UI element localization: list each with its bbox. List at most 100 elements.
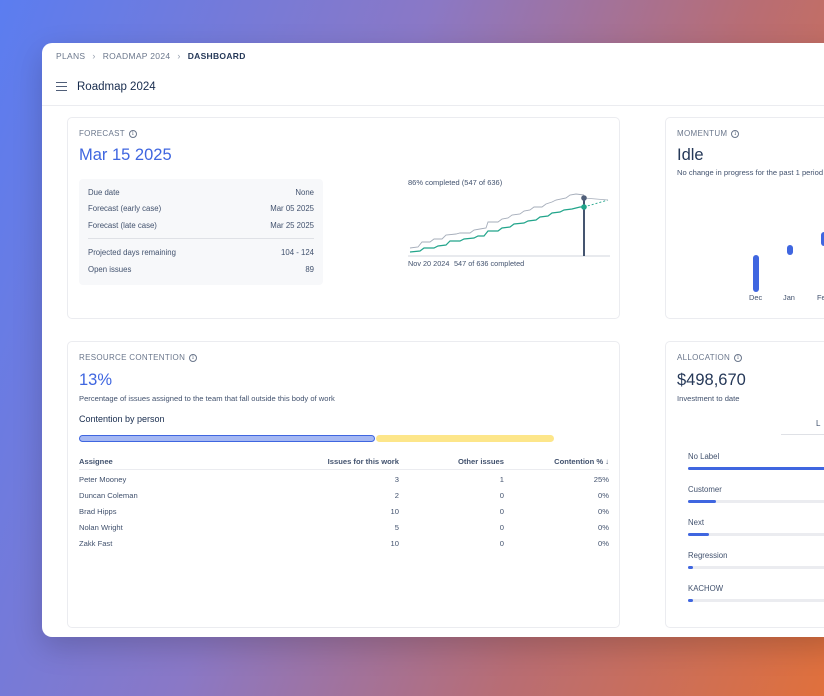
allocation-track — [688, 467, 824, 470]
forecast-card: FORECAST i Mar 15 2025 Due date None For… — [67, 117, 620, 319]
contention-bar-this-work[interactable] — [79, 435, 375, 442]
assignee-name: Peter Mooney — [79, 474, 127, 484]
chevron-right-icon: › — [92, 51, 96, 61]
contention-value: 0% — [598, 523, 609, 533]
completed-line — [409, 206, 584, 253]
forecast-row-value: Mar 25 2025 — [270, 220, 314, 230]
contention-value: 0% — [598, 506, 609, 516]
contention-value: 0% — [598, 490, 609, 500]
forecast-divider — [88, 237, 314, 239]
forecast-row-label: Due date — [88, 187, 120, 197]
allocation-item-label: No Label — [688, 452, 720, 461]
info-icon[interactable]: i — [731, 129, 740, 138]
breadcrumb-plans[interactable]: PLANS — [56, 51, 86, 61]
contention-value: 25% — [593, 474, 609, 484]
page-title: Roadmap 2024 — [77, 81, 156, 93]
table-row: Peter Mooney 3 1 25% — [79, 471, 609, 487]
forecast-row: Forecast (early case) Mar 05 2025 — [88, 201, 314, 218]
allocation-track — [688, 500, 824, 503]
issues-this-work: 10 — [390, 539, 399, 549]
forecast-label-text: FORECAST — [79, 129, 125, 138]
header-contention[interactable]: Contention % ↓ — [504, 457, 609, 466]
header-assignee[interactable]: Assignee — [79, 456, 113, 466]
header-contention-text: Contention % — [554, 456, 604, 466]
momentum-bar-jan — [787, 245, 793, 255]
momentum-card: MOMENTUM i Idle No change in progress fo… — [665, 117, 824, 319]
other-issues: 0 — [499, 506, 504, 516]
allocation-item[interactable]: KACHOW — [688, 584, 824, 602]
allocation-card: ALLOCATION i $498,670 Investment to date… — [665, 341, 824, 628]
allocation-tab[interactable]: L — [816, 419, 821, 428]
allocation-fill — [688, 500, 717, 503]
allocation-amount: $498,670 — [677, 371, 746, 389]
forecast-row-value: Mar 05 2025 — [270, 204, 314, 214]
resource-label-text: RESOURCE CONTENTION — [79, 353, 186, 362]
contention-bar-other[interactable] — [376, 435, 554, 442]
table-row: Nolan Wright 5 0 0% — [79, 520, 609, 536]
chevron-right-icon: › — [177, 51, 181, 61]
page-header: Roadmap 2024 — [56, 81, 156, 93]
other-issues: 1 — [499, 474, 504, 484]
contention-by-person-title: Contention by person — [79, 414, 165, 424]
forecast-row: Open issues 89 — [88, 261, 314, 278]
breadcrumb-roadmap[interactable]: ROADMAP 2024 — [102, 51, 171, 61]
breadcrumb: PLANS › ROADMAP 2024 › DASHBOARD — [56, 51, 246, 61]
header-other-issues[interactable]: Other issues — [457, 456, 504, 466]
assignee-name: Nolan Wright — [79, 523, 123, 533]
allocation-label: ALLOCATION i — [677, 353, 743, 362]
month-label: Fe — [817, 293, 824, 302]
app-window: PLANS › ROADMAP 2024 › DASHBOARD Roadmap… — [42, 43, 824, 637]
allocation-item[interactable]: Next — [688, 518, 824, 536]
allocation-label-text: ALLOCATION — [677, 353, 731, 362]
forecast-row-value: None — [295, 187, 314, 197]
projection-line — [583, 199, 609, 208]
forecast-row-value: 104 - 124 — [281, 248, 314, 258]
allocation-description: Investment to date — [677, 394, 740, 403]
momentum-label: MOMENTUM i — [677, 129, 740, 138]
header-issues-this-work[interactable]: Issues for this work — [327, 456, 399, 466]
chart-bottom-date: Nov 20 2024 — [408, 259, 449, 268]
scope-projection-line — [583, 197, 609, 201]
completed-point[interactable] — [581, 204, 587, 210]
scope-point[interactable] — [581, 195, 587, 201]
allocation-fill — [688, 599, 694, 602]
other-issues: 0 — [499, 523, 504, 533]
chart-top-label: 86% completed (547 of 636) — [408, 178, 503, 187]
forecast-row-label: Projected days remaining — [88, 248, 176, 258]
breadcrumb-dashboard: DASHBOARD — [187, 51, 246, 61]
contention-value: 0% — [598, 539, 609, 549]
allocation-item[interactable]: Regression — [688, 551, 824, 569]
momentum-description: No change in progress for the past 1 per… — [677, 168, 824, 177]
issues-this-work: 2 — [394, 490, 399, 500]
menu-icon[interactable] — [56, 82, 67, 92]
forecast-row-label: Open issues — [88, 264, 132, 274]
allocation-item[interactable]: Customer — [688, 485, 824, 503]
momentum-bar-dec — [753, 255, 759, 292]
forecast-label: FORECAST i — [79, 129, 137, 138]
forecast-row-label: Forecast (early case) — [88, 204, 162, 214]
allocation-fill — [688, 467, 824, 470]
issues-this-work: 5 — [394, 523, 399, 533]
info-icon[interactable]: i — [189, 353, 198, 362]
momentum-bar-feb — [821, 232, 824, 246]
forecast-row: Projected days remaining 104 - 124 — [88, 245, 314, 262]
info-icon[interactable]: i — [734, 353, 743, 362]
contention-table: Assignee Issues for this work Other issu… — [79, 453, 609, 552]
contention-description: Percentage of issues assigned to the tea… — [79, 394, 335, 403]
allocation-item[interactable]: No Label — [688, 452, 824, 470]
assignee-name: Duncan Coleman — [79, 490, 138, 500]
issues-this-work: 10 — [390, 506, 399, 516]
forecast-row-value: 89 — [305, 264, 314, 274]
allocation-item-label: Next — [688, 518, 705, 527]
table-header: Assignee Issues for this work Other issu… — [79, 453, 609, 470]
other-issues: 0 — [499, 539, 504, 549]
momentum-status: Idle — [677, 146, 704, 164]
allocation-item-label: Regression — [688, 551, 728, 560]
info-icon[interactable]: i — [128, 129, 137, 138]
assignee-name: Zakk Fast — [79, 539, 113, 549]
allocation-track — [688, 566, 824, 569]
allocation-fill — [688, 533, 710, 536]
other-issues: 0 — [499, 490, 504, 500]
forecast-date: Mar 15 2025 — [79, 146, 172, 164]
sort-arrow-icon: ↓ — [605, 456, 609, 466]
